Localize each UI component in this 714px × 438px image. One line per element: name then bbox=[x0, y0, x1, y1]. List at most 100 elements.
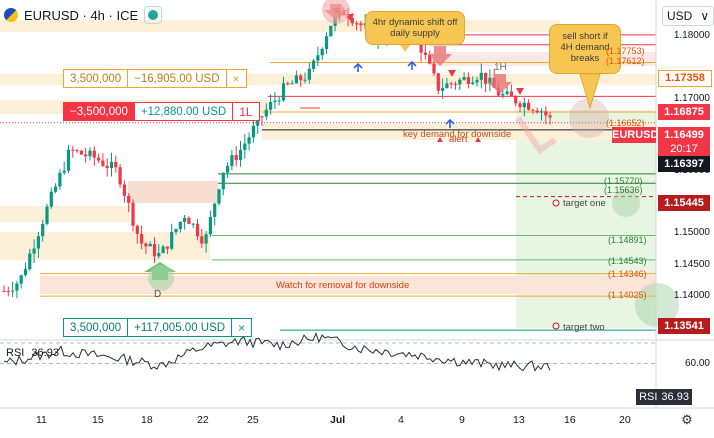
candle-body bbox=[290, 83, 294, 85]
candle-body bbox=[140, 233, 144, 244]
candle-body bbox=[294, 75, 298, 84]
currency-flag-icon bbox=[4, 8, 18, 22]
candle-body bbox=[273, 100, 277, 103]
candle-body bbox=[281, 83, 286, 101]
candle-body bbox=[466, 77, 470, 84]
current-price-tag: 1.16499 bbox=[658, 127, 710, 143]
level-label: (1.15636) bbox=[604, 185, 643, 195]
callout-sell-short[interactable]: sell short if 4H demand breaks bbox=[549, 24, 621, 74]
candle-body bbox=[2, 290, 6, 292]
date-tick: 25 bbox=[247, 414, 259, 426]
rsi-line bbox=[3, 332, 551, 372]
demand-zone-key bbox=[262, 124, 656, 140]
candle-body bbox=[15, 283, 19, 291]
watch-zone bbox=[40, 276, 656, 294]
key-demand-label: key demand for downside bbox=[403, 129, 512, 140]
rsi-legend[interactable]: RSI 36.93 bbox=[6, 347, 59, 359]
candle-body bbox=[432, 63, 436, 74]
callout-dynamic-shift[interactable]: 4hr dynamic shift off daily supply bbox=[365, 11, 465, 45]
demand-zone-daily bbox=[128, 181, 218, 203]
candle-body bbox=[88, 150, 92, 157]
candle-body bbox=[243, 143, 247, 150]
candle-body bbox=[122, 184, 126, 196]
currency-dropdown[interactable]: USD ∨ bbox=[662, 6, 714, 26]
rsi-value-tag: RSI 36.93 bbox=[636, 389, 692, 405]
candle-body bbox=[329, 25, 333, 37]
callout-line: 4H demand bbox=[560, 42, 610, 53]
rsi-level-60: 60.00 bbox=[684, 358, 710, 369]
candle-body bbox=[58, 172, 62, 187]
candle-body bbox=[135, 225, 139, 234]
price-tick: 1.14000 bbox=[673, 290, 710, 301]
position-label-long-2[interactable]: 3,500,000 +117,005.00 USD × bbox=[63, 318, 253, 337]
candle-body bbox=[187, 217, 191, 224]
candle-body bbox=[101, 160, 105, 166]
candle-body bbox=[204, 234, 208, 244]
candle-body bbox=[19, 275, 23, 284]
candle-body bbox=[544, 111, 548, 116]
position-qty: 3,500,000 bbox=[70, 321, 122, 334]
candle-body bbox=[475, 79, 479, 83]
candle-body bbox=[213, 203, 217, 217]
candle-body bbox=[75, 150, 79, 152]
date-tick: 16 bbox=[564, 414, 576, 426]
level-label: (1.17612) bbox=[606, 56, 645, 66]
arrow-up-icon bbox=[353, 62, 363, 72]
candle-body bbox=[299, 75, 303, 81]
date-tick: 18 bbox=[141, 414, 153, 426]
candle-body bbox=[269, 102, 273, 110]
arrow-up-icon bbox=[407, 60, 417, 70]
candle-body bbox=[462, 77, 466, 80]
candle-body bbox=[423, 52, 427, 55]
candle-body bbox=[11, 290, 15, 292]
market-status-icon[interactable] bbox=[144, 6, 163, 24]
candle-body bbox=[148, 244, 152, 247]
candle-countdown: 20:17 bbox=[658, 143, 710, 156]
date-tick: 20 bbox=[619, 414, 631, 426]
candle-body bbox=[505, 91, 509, 94]
candle-body bbox=[152, 244, 157, 257]
candle-body bbox=[316, 55, 320, 61]
close-position-button[interactable]: × bbox=[231, 319, 251, 336]
rsi-value: 36.93 bbox=[31, 347, 59, 359]
timeframe-1h-label: 1H bbox=[494, 62, 507, 73]
close-position-button[interactable]: 1L bbox=[232, 103, 258, 120]
candle-body bbox=[131, 202, 135, 226]
marker-circle bbox=[148, 265, 174, 291]
candle-body bbox=[453, 83, 458, 85]
candle-body bbox=[234, 155, 238, 160]
alert-icon bbox=[437, 137, 443, 142]
candle-body bbox=[501, 93, 505, 96]
candle-body bbox=[208, 216, 212, 235]
callout-pointer bbox=[579, 73, 601, 110]
position-qty: −3,500,000 bbox=[64, 103, 134, 120]
rsi-tag-value: 36.93 bbox=[661, 391, 689, 403]
price-tag-16397: 1.16397 bbox=[658, 156, 710, 172]
candle-body bbox=[320, 48, 324, 56]
price-tag-16875: 1.16875 bbox=[658, 104, 710, 120]
level-label: (1.16652) bbox=[606, 118, 645, 128]
marker-circle bbox=[569, 98, 609, 138]
close-position-button[interactable]: × bbox=[225, 70, 246, 87]
price-tick: 1.17000 bbox=[673, 93, 710, 104]
gear-icon[interactable]: ⚙ bbox=[681, 412, 693, 427]
position-label-long-1[interactable]: 3,500,000 −16,905.00 USD × bbox=[63, 69, 247, 88]
symbol-title: EURUSD · 4h · ICE bbox=[24, 7, 139, 23]
candle-body bbox=[71, 149, 75, 151]
price-axis[interactable]: 1.18000 1.17000 1.16000 1.15000 1.14500 … bbox=[612, 0, 714, 340]
candle-body bbox=[264, 109, 268, 117]
symbol-header[interactable]: EURUSD · 4h · ICE bbox=[4, 6, 163, 24]
candle-body bbox=[54, 186, 58, 192]
candle-body bbox=[324, 36, 329, 49]
candle-body bbox=[195, 223, 200, 237]
level-label: (1.17753) bbox=[606, 46, 645, 56]
candle-body bbox=[488, 77, 492, 84]
candle-body bbox=[45, 206, 49, 224]
position-label-short[interactable]: −3,500,000 +12,880.00 USD 1L bbox=[63, 102, 260, 121]
candle-body bbox=[144, 243, 148, 247]
candle-body bbox=[105, 165, 109, 169]
candle-body bbox=[118, 167, 122, 185]
candle-body bbox=[62, 170, 66, 173]
